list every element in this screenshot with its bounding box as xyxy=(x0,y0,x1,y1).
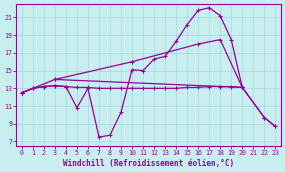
X-axis label: Windchill (Refroidissement éolien,°C): Windchill (Refroidissement éolien,°C) xyxy=(63,159,234,168)
